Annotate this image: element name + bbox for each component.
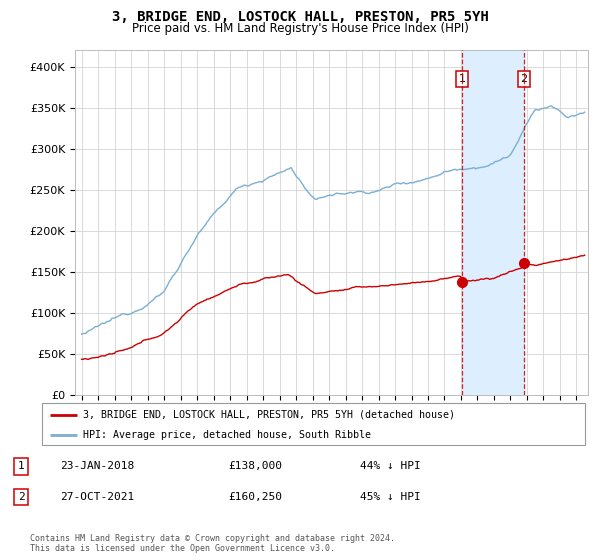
Text: 45% ↓ HPI: 45% ↓ HPI xyxy=(360,492,421,502)
Text: 3, BRIDGE END, LOSTOCK HALL, PRESTON, PR5 5YH: 3, BRIDGE END, LOSTOCK HALL, PRESTON, PR… xyxy=(112,10,488,24)
Text: 1: 1 xyxy=(17,461,25,471)
Text: £138,000: £138,000 xyxy=(228,461,282,471)
Text: Contains HM Land Registry data © Crown copyright and database right 2024.
This d: Contains HM Land Registry data © Crown c… xyxy=(30,534,395,553)
Text: 23-JAN-2018: 23-JAN-2018 xyxy=(60,461,134,471)
Text: 3, BRIDGE END, LOSTOCK HALL, PRESTON, PR5 5YH (detached house): 3, BRIDGE END, LOSTOCK HALL, PRESTON, PR… xyxy=(83,409,455,419)
Text: 1: 1 xyxy=(458,74,466,84)
Text: 2: 2 xyxy=(17,492,25,502)
Text: 2: 2 xyxy=(520,74,527,84)
Text: Price paid vs. HM Land Registry's House Price Index (HPI): Price paid vs. HM Land Registry's House … xyxy=(131,22,469,35)
Text: £160,250: £160,250 xyxy=(228,492,282,502)
Text: 27-OCT-2021: 27-OCT-2021 xyxy=(60,492,134,502)
Text: HPI: Average price, detached house, South Ribble: HPI: Average price, detached house, Sout… xyxy=(83,430,371,440)
Text: 44% ↓ HPI: 44% ↓ HPI xyxy=(360,461,421,471)
Bar xyxy=(462,50,524,395)
